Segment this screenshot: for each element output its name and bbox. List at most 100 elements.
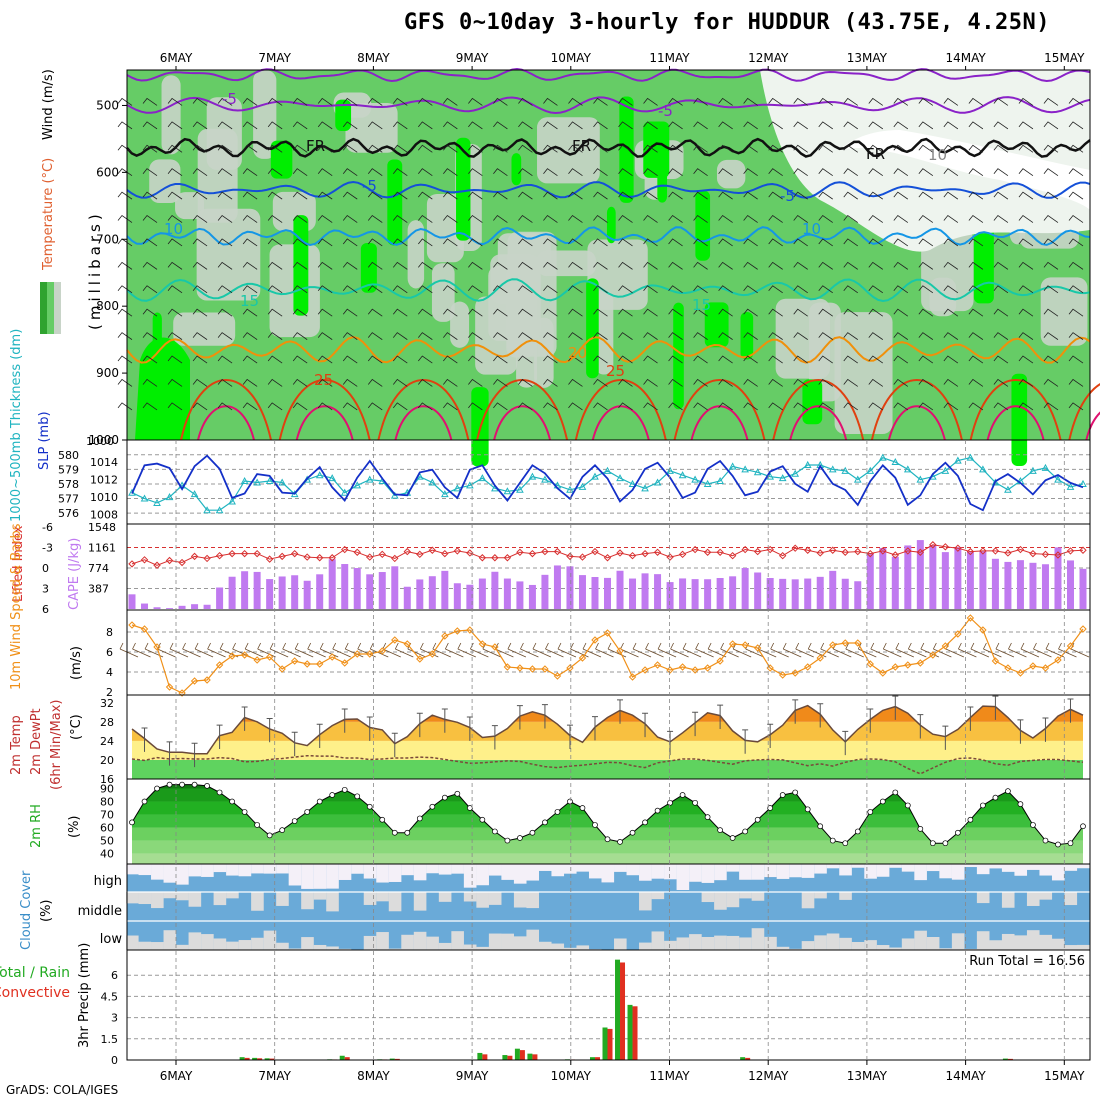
cloud-high-fill bbox=[689, 864, 702, 882]
t2m-minmax bbox=[792, 699, 799, 724]
cloud-low-fill bbox=[226, 941, 239, 950]
cloud-low-fill bbox=[664, 940, 677, 950]
lifted-point bbox=[741, 545, 749, 554]
cloud-low-fill bbox=[651, 931, 665, 950]
rh-legend-swatch bbox=[47, 282, 54, 334]
wind-barb bbox=[217, 308, 233, 317]
cloud-high-fill bbox=[376, 864, 389, 883]
wind-barb bbox=[943, 355, 959, 364]
x-tick-label-bottom: 15MAY bbox=[1044, 1069, 1085, 1083]
cape-bar bbox=[228, 576, 236, 609]
wind-barb bbox=[843, 97, 858, 106]
rh2m-point bbox=[929, 840, 936, 847]
wind-point bbox=[653, 661, 662, 669]
wind-point bbox=[904, 661, 912, 669]
wind-barb bbox=[1018, 355, 1034, 364]
t2m-minmax bbox=[617, 699, 624, 724]
cape-bar bbox=[604, 577, 611, 609]
temp-contour-m5 bbox=[126, 96, 1091, 115]
x-tick-label-bottom: 13MAY bbox=[847, 1069, 888, 1083]
wind-point bbox=[516, 664, 524, 672]
rh2m-point bbox=[329, 792, 336, 798]
cloud-middle-fill bbox=[226, 892, 239, 899]
wind-barb bbox=[342, 144, 358, 153]
wind-barb bbox=[793, 261, 808, 270]
wind-barb bbox=[543, 261, 558, 270]
wind-barb bbox=[1043, 215, 1059, 223]
wind-barb-10m bbox=[870, 642, 889, 658]
wind-barb bbox=[1018, 308, 1034, 317]
wind-barb bbox=[342, 402, 358, 411]
wind-barb bbox=[242, 215, 258, 223]
lifted-point bbox=[916, 548, 925, 556]
t2m-minmax bbox=[566, 724, 573, 749]
wind-point bbox=[303, 660, 311, 668]
rh2m-point bbox=[191, 781, 198, 788]
wind-point bbox=[716, 657, 724, 665]
wind-barb bbox=[643, 191, 658, 200]
rh2m-point bbox=[492, 828, 498, 835]
thickness-point bbox=[1029, 466, 1037, 474]
wind-point bbox=[741, 641, 749, 649]
rh2m-point bbox=[266, 832, 273, 839]
cape-bar bbox=[391, 566, 399, 609]
wind-barb bbox=[693, 168, 708, 177]
cloud-low-fill bbox=[501, 933, 514, 950]
ylabel-t2m: 2m Temp bbox=[9, 715, 24, 775]
wind-point bbox=[691, 666, 699, 674]
freezing-level-contour bbox=[126, 137, 1091, 158]
wind-barb bbox=[217, 121, 233, 130]
wind-barb bbox=[818, 332, 833, 340]
wind-barb bbox=[818, 285, 833, 294]
cape-bar bbox=[141, 603, 149, 609]
wind-barb bbox=[392, 332, 408, 340]
rh2m-point bbox=[654, 807, 661, 814]
rh2m-point bbox=[291, 818, 298, 824]
y-tick-label-right: 1014 bbox=[90, 456, 118, 469]
wind-barb bbox=[167, 191, 183, 200]
wind-barb bbox=[893, 215, 909, 223]
wind-barb bbox=[693, 402, 708, 411]
cloud-high-fill bbox=[313, 864, 327, 889]
wind-barb bbox=[793, 191, 808, 200]
contour-label: -5 bbox=[362, 177, 377, 195]
cloud-high-fill bbox=[1039, 864, 1053, 876]
cape-bar bbox=[191, 604, 199, 609]
wind-barb bbox=[117, 191, 133, 200]
cloud-middle-fill bbox=[651, 892, 665, 900]
rh2m-point bbox=[241, 809, 248, 815]
wind-barb bbox=[718, 378, 733, 387]
wind-barb bbox=[918, 261, 934, 270]
wind-point bbox=[428, 650, 437, 658]
cape-bar bbox=[366, 574, 374, 609]
wind-barb bbox=[1043, 191, 1059, 200]
wind-barb bbox=[292, 144, 308, 153]
cloud-high-fill bbox=[776, 864, 790, 879]
lifted-point bbox=[315, 554, 324, 562]
wind-barb bbox=[993, 285, 1009, 294]
wind-barb-10m bbox=[932, 642, 952, 658]
wind-barb bbox=[468, 261, 483, 270]
wind-barb bbox=[893, 308, 909, 317]
contour-label: 15 bbox=[240, 292, 259, 310]
wind-point bbox=[203, 676, 211, 684]
thickness-point bbox=[428, 478, 437, 486]
thickness-point bbox=[278, 478, 287, 486]
lifted-point bbox=[578, 553, 587, 561]
ylabel-lifted: Lifted Index bbox=[11, 525, 26, 602]
wind-barb bbox=[117, 308, 133, 317]
wind-barb bbox=[317, 121, 333, 130]
wind-barb bbox=[142, 215, 158, 223]
y-tick-label: 1.5 bbox=[101, 1033, 119, 1046]
wind-barb bbox=[968, 144, 984, 153]
thickness-point bbox=[1004, 485, 1012, 493]
wind-barb bbox=[317, 308, 333, 317]
rh2m-point bbox=[517, 835, 523, 841]
cloud-high-fill bbox=[789, 864, 802, 878]
cloud-high-fill bbox=[1064, 864, 1078, 871]
ylabel-slp: SLP (mb) bbox=[37, 411, 52, 470]
cape-bar bbox=[979, 551, 987, 609]
wind-barb bbox=[943, 191, 959, 200]
thickness-point bbox=[653, 478, 662, 486]
precip-total-bar bbox=[502, 1055, 508, 1060]
